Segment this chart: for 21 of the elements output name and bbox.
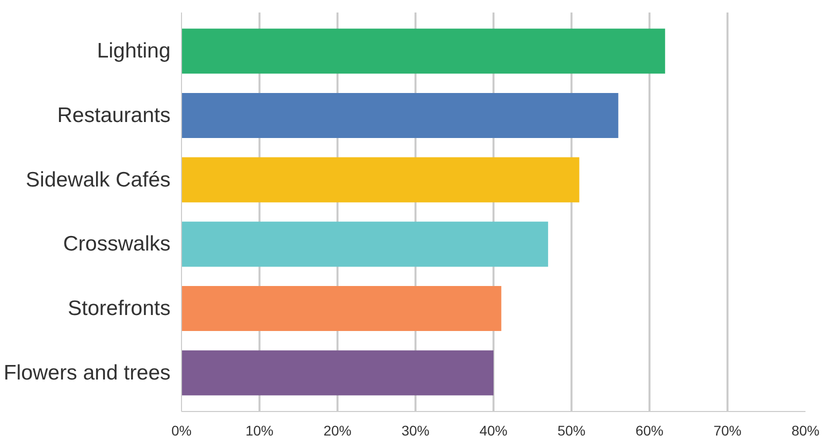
y-tick-label: Crosswalks [63,232,171,256]
bar [182,286,502,332]
y-tick-label: Lighting [96,40,170,63]
bar [182,28,666,74]
x-tick-label: 70% [713,422,742,438]
x-tick-label: 30% [401,422,430,438]
bar [182,350,494,396]
y-tick-label: Restaurants [57,104,171,127]
bar [182,92,618,138]
y-tick-label: Sidewalk Cafés [26,168,170,192]
y-tick-label: Flowers and trees [4,361,171,384]
bar [182,222,548,267]
x-tick-label: 20% [323,422,352,438]
x-tick-label: 10% [245,422,274,438]
x-tick-label: 0% [171,422,192,438]
x-tick-label: 40% [479,422,508,438]
y-tick-label: Storefronts [68,297,171,320]
x-tick-label: 60% [635,422,664,438]
x-tick-label: 80% [791,422,820,438]
x-tick-label: 50% [557,422,586,438]
bar [182,157,580,202]
